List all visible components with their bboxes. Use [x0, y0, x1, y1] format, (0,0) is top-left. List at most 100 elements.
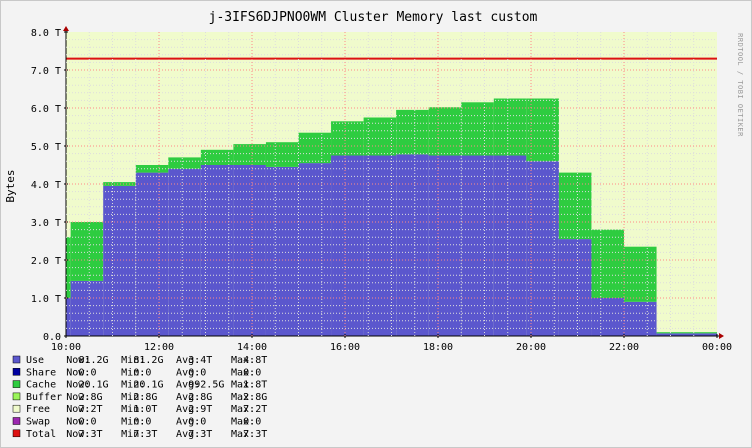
x-tick-label: 16:00	[330, 342, 360, 353]
legend-value: 1.8T	[243, 380, 267, 391]
legend-value: 2.8G	[188, 392, 212, 403]
y-tick-label: 4.0 T	[31, 180, 61, 191]
legend-name: Cache	[26, 380, 56, 391]
legend-value: 0.0	[243, 367, 261, 378]
y-tick-label: 3.0 T	[31, 218, 61, 229]
use-area-segment	[558, 239, 592, 336]
cache-area-segment	[461, 102, 494, 156]
cache-area-segment	[428, 107, 462, 156]
legend-field-label: Now:	[66, 429, 90, 440]
legend-name: Swap	[26, 417, 50, 428]
y-axis-label: Bytes	[4, 169, 17, 202]
legend-row: Cache Now:20.1G Min:20.1G Avg:992.5G Max:1.8…	[26, 380, 267, 391]
use-area-segment	[103, 185, 136, 336]
legend-field-label: Max:	[231, 404, 255, 415]
legend-field-label: Max:	[231, 367, 255, 378]
legend-field-label: Max:	[231, 417, 255, 428]
legend-value: 2.8G	[78, 392, 102, 403]
legend-value: 0.0	[243, 417, 261, 428]
use-area-segment	[624, 301, 657, 336]
legend-field-label: Now:	[66, 367, 90, 378]
y-tick-label: 0.0	[43, 332, 61, 343]
cache-area-segment	[135, 165, 169, 173]
legend-value: 7.2T	[243, 404, 267, 415]
legend-field-label: Min:	[121, 429, 145, 440]
cache-area-segment	[168, 157, 201, 169]
grid	[66, 32, 717, 336]
y-tick-label: 2.0 T	[31, 256, 61, 267]
use-area-segment	[656, 333, 717, 336]
legend-value: 20.1G	[78, 380, 108, 391]
legend-value: 0.0	[133, 417, 151, 428]
use-area-segment	[526, 161, 559, 336]
legend-field-label: Avg:	[176, 367, 200, 378]
use-area-segment	[591, 298, 624, 336]
legend-name: Buffer	[26, 392, 62, 403]
x-tick-label: 20:00	[516, 342, 546, 353]
legend-field-label: Avg:	[176, 429, 200, 440]
legend-field-label: Avg:	[176, 417, 200, 428]
legend-swatch	[12, 368, 21, 376]
legend-field-label: Max:	[231, 429, 255, 440]
legend-value: 2.8G	[243, 392, 267, 403]
use-area-segment	[233, 165, 266, 336]
legend-name: Use	[26, 355, 44, 366]
x-tick-label: 12:00	[144, 342, 174, 353]
legend-row: Buffer Now:2.8G Min:2.8G Avg:2.8G Max:2.8G	[26, 392, 267, 403]
legend-value: 992.5G	[188, 380, 224, 391]
use-area-segment	[493, 155, 527, 336]
legend-value: 2.8G	[133, 392, 157, 403]
x-tick-label: 14:00	[237, 342, 267, 353]
cache-area-segment	[331, 121, 364, 156]
legend-value: 81.2G	[78, 355, 108, 366]
legend-row: Free Now:7.2T Min:1.0T Avg:2.9T Max:7.2T	[26, 404, 267, 415]
rrdtool-watermark: RRDTOOL / TOBI OETIKER	[736, 33, 744, 137]
use-area-segment	[461, 155, 494, 336]
legend-value: 0.0	[78, 367, 96, 378]
legend-value: 2.9T	[188, 404, 212, 415]
legend-name: Share	[26, 367, 56, 378]
legend-value: 0.0	[188, 367, 206, 378]
y-tick-label: 6.0 T	[31, 104, 61, 115]
legend-value: 0.0	[188, 417, 206, 428]
legend-swatch	[12, 417, 21, 425]
legend-field-label: Avg:	[176, 392, 200, 403]
cache-area-segment	[233, 144, 266, 165]
x-axis-arrow	[719, 333, 724, 339]
use-area-segment	[200, 165, 234, 336]
x-tick-label: 22:00	[609, 342, 639, 353]
axes: 0.0 1.0 T 2.0 T 3.0 T 4.0 T 5.0 T 6.0 T 7.0 T 8.…	[31, 26, 732, 353]
legend-field-label: Min:	[121, 417, 145, 428]
cache-area-segment	[591, 229, 624, 298]
legend: Use Now:81.2G Min:81.2G Avg:3.4T Max:4.8TSha…	[12, 355, 267, 440]
y-tick-label: 1.0 T	[31, 294, 61, 305]
legend-field-label: Min:	[121, 367, 145, 378]
cache-area-segment	[298, 132, 332, 164]
legend-field-label: Min:	[121, 355, 145, 366]
legend-value: 3.4T	[188, 355, 212, 366]
x-tick-label: 10:00	[51, 342, 81, 353]
legend-field-label: Avg:	[176, 380, 200, 391]
legend-field-label: Min:	[121, 392, 145, 403]
legend-field-label: Now:	[66, 380, 90, 391]
use-area-segment	[331, 155, 364, 336]
legend-value: 0.0	[78, 417, 96, 428]
legend-value: 7.3T	[78, 429, 102, 440]
y-tick-label: 5.0 T	[31, 142, 61, 153]
cache-area-segment	[558, 172, 592, 240]
legend-field-label: Min:	[121, 380, 145, 391]
legend-value: 7.3T	[188, 429, 212, 440]
legend-value: 20.1G	[133, 380, 163, 391]
legend-row: Total Now:7.3T Min:7.3T Avg:7.3T Max:7.3T	[26, 429, 267, 440]
cache-area-segment	[624, 246, 657, 302]
y-tick-label: 7.0 T	[31, 66, 61, 77]
cache-area-segment	[363, 117, 397, 156]
legend-value: 7.3T	[243, 429, 267, 440]
legend-swatch	[12, 392, 21, 401]
legend-swatch	[12, 429, 21, 438]
legend-swatch	[12, 404, 21, 413]
use-area-segment	[298, 163, 332, 336]
legend-field-label: Now:	[66, 417, 90, 428]
use-area-segment	[265, 166, 299, 336]
